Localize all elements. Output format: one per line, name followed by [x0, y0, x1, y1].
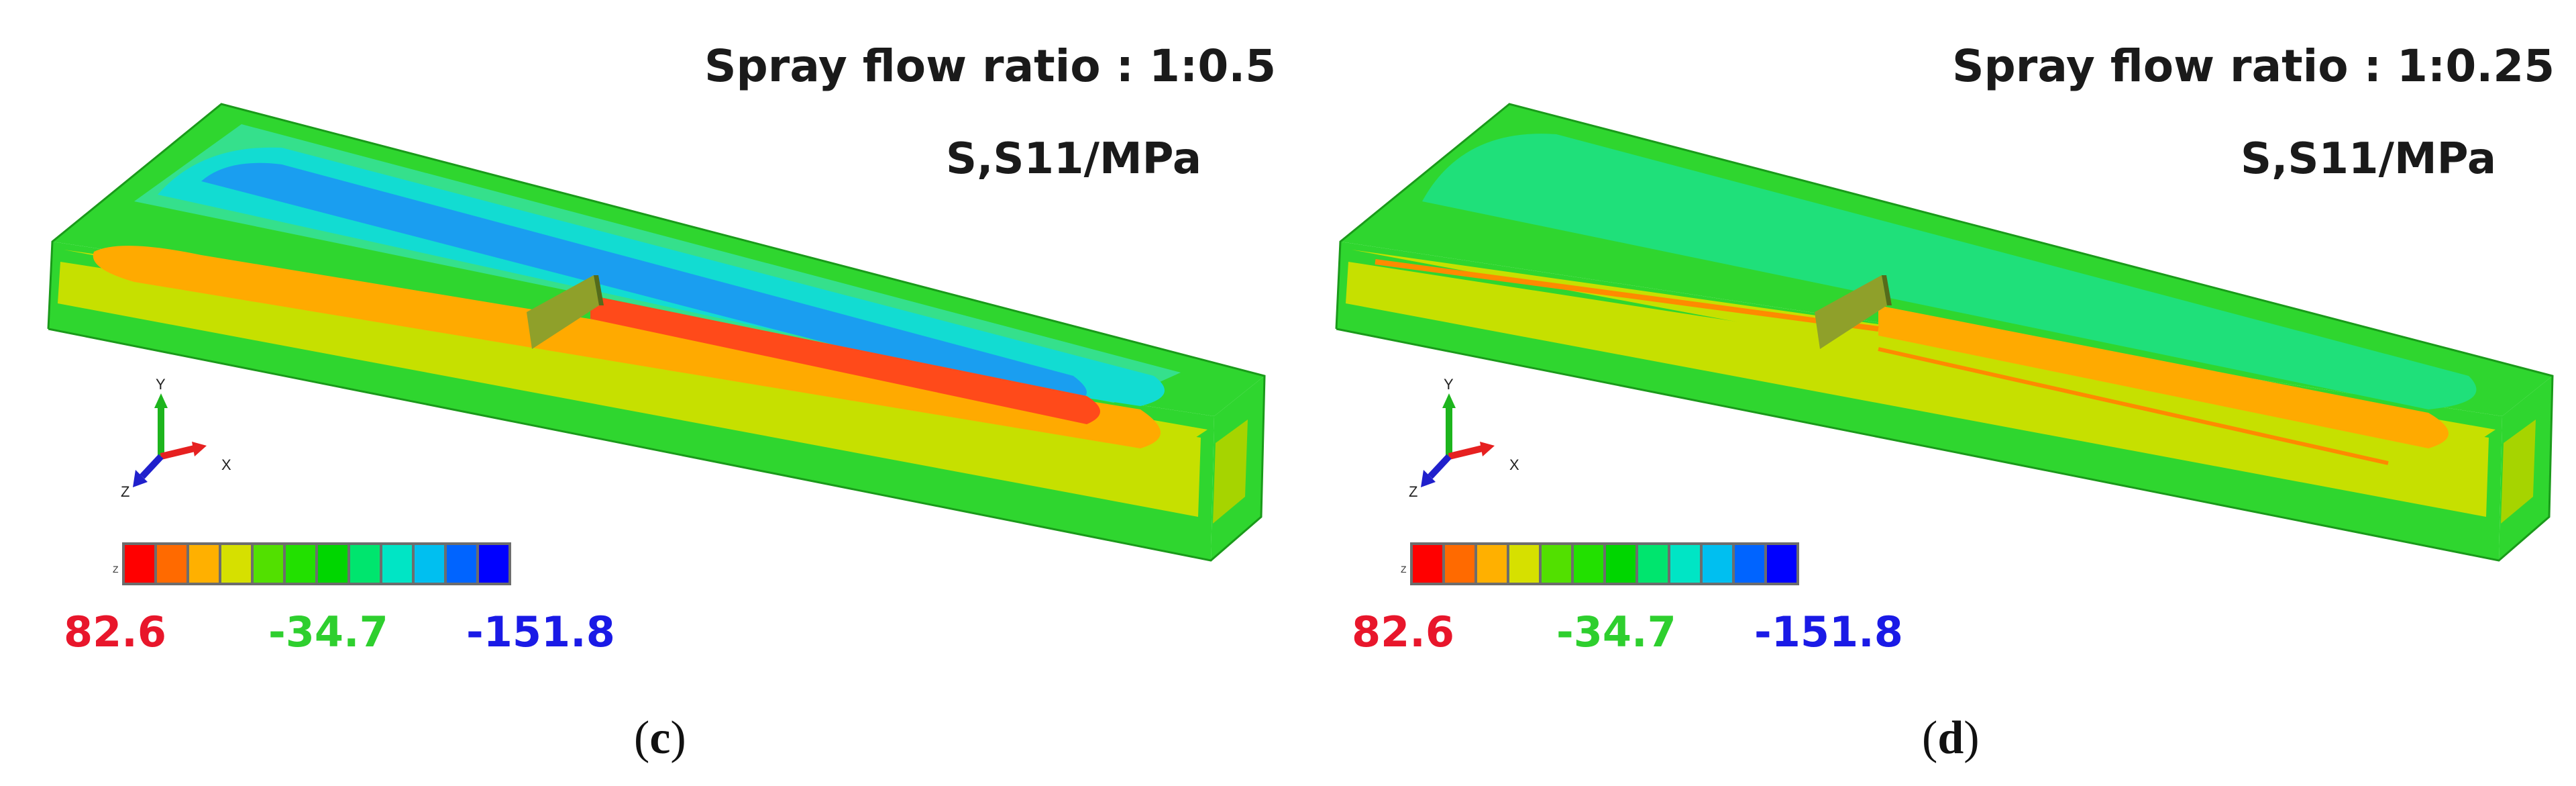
legend-cell	[1638, 545, 1668, 583]
panel-d: Spray flow ratio : 1:0.25 S,S11/MPa Y X …	[1288, 0, 2576, 786]
legend-cell	[1767, 545, 1796, 583]
x-axis-label: X	[1509, 456, 1519, 473]
legend-z-mark: Z	[1401, 564, 1407, 575]
legend-max-value: 82.6	[64, 607, 166, 656]
legend-cell	[447, 545, 476, 583]
stress-units-label: S,S11/MPa	[2241, 134, 2496, 184]
stress-band-line	[1375, 259, 1879, 332]
panel-caption: (d)	[1922, 712, 1980, 764]
stress-band-line	[1878, 347, 2389, 465]
legend-cell	[221, 545, 251, 583]
center-step-edge	[594, 275, 604, 305]
z-axis-arrow-icon	[1428, 454, 1452, 479]
legend-cell	[350, 545, 380, 583]
end-face-contour	[1213, 420, 1248, 524]
legend-max-value: 82.6	[1352, 607, 1454, 656]
legend-cell	[1703, 545, 1732, 583]
x-axis-arrow-icon	[160, 445, 196, 460]
legend-cell	[1477, 545, 1507, 583]
legend-cell	[1509, 545, 1539, 583]
center-step-face	[527, 275, 599, 349]
panel-caption: (c)	[634, 712, 686, 764]
legend-cell	[286, 545, 315, 583]
y-axis-label: Y	[1444, 376, 1454, 393]
x-axis-arrow-icon	[1448, 445, 1484, 460]
legend-cell	[1542, 545, 1571, 583]
legend-cell	[157, 545, 186, 583]
legend-cell	[189, 545, 219, 583]
z-axis-label: Z	[121, 483, 129, 500]
center-step-edge	[1882, 275, 1892, 305]
panel-title: Spray flow ratio : 1:0.25	[1952, 40, 2555, 92]
z-axis-arrow-icon	[140, 454, 164, 479]
top-front-contour-orange	[1878, 305, 2449, 448]
beam-outline	[47, 103, 1266, 562]
legend-color-bar	[122, 542, 511, 585]
top-rear-contour-blue	[201, 162, 1087, 401]
coordinate-triad: Y X Z	[121, 376, 231, 500]
legend-cell	[1670, 545, 1700, 583]
legend-cell	[125, 545, 154, 583]
legend-min-value: -151.8	[1754, 607, 1903, 656]
legend-cell	[415, 545, 444, 583]
legend-mid-value: -34.7	[268, 607, 388, 656]
legend-cell	[1413, 545, 1442, 583]
beam-outline	[1335, 103, 2554, 562]
front-face-contour	[58, 262, 1201, 517]
y-axis-label: Y	[156, 376, 166, 393]
legend-cell	[254, 545, 283, 583]
legend-cell	[318, 545, 347, 583]
top-front-contour-yellow	[1352, 250, 2496, 456]
x-axis-label: X	[221, 456, 231, 473]
legend-cell	[1606, 545, 1635, 583]
legend-min-value: -151.8	[466, 607, 615, 656]
top-front-contour-orange	[93, 246, 1161, 448]
stress-contour-beam-d	[1335, 103, 2554, 562]
end-face-contour	[2501, 420, 2536, 524]
legend-cell	[1574, 545, 1603, 583]
legend-cell	[382, 545, 412, 583]
coordinate-triad: Y X Z	[1409, 376, 1519, 500]
legend-z-mark: Z	[113, 564, 119, 575]
panel-title: Spray flow ratio : 1:0.5	[704, 40, 1277, 92]
stress-units-label: S,S11/MPa	[946, 134, 1201, 184]
stress-contour-beam-c	[47, 103, 1266, 562]
legend-cell	[479, 545, 508, 583]
panel-c: Spray flow ratio : 1:0.5 S,S11/MPa Y X Z…	[47, 40, 1277, 764]
center-step-face	[1815, 275, 1887, 349]
top-rear-contour-green	[1422, 134, 2477, 409]
legend-cell	[1445, 545, 1474, 583]
legend-color-bar	[1410, 542, 1799, 585]
top-front-contour-red	[590, 295, 1100, 424]
legend-cell	[1735, 545, 1764, 583]
z-axis-label: Z	[1409, 483, 1417, 500]
front-face-contour	[1346, 262, 2489, 517]
legend-mid-value: -34.7	[1556, 607, 1676, 656]
